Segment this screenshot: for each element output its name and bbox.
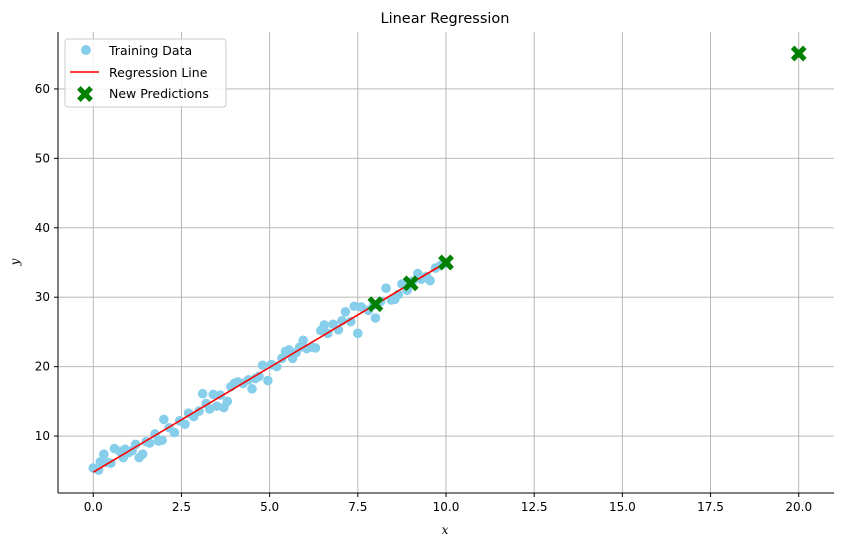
- new-prediction-point: [438, 254, 454, 271]
- training-data-point: [208, 389, 218, 400]
- y-tick-label: 40: [35, 221, 50, 235]
- training-data-point: [263, 375, 273, 386]
- legend-marker-training-data: [81, 45, 91, 55]
- training-data-point: [340, 306, 351, 317]
- chart-title: Linear Regression: [381, 11, 510, 27]
- y-ticks: 10 20 30 40 50 60: [35, 82, 58, 443]
- training-data-point: [310, 343, 321, 353]
- new-prediction-point: [402, 275, 419, 292]
- training-data-point: [353, 328, 363, 339]
- training-data-point: [137, 449, 148, 459]
- training-data-point: [345, 316, 356, 327]
- training-data-point: [157, 435, 167, 446]
- x-tick-label: 17.5: [697, 500, 724, 514]
- training-data-point: [130, 439, 141, 450]
- legend-x-shape: [77, 86, 93, 102]
- training-data-point: [222, 396, 233, 407]
- new-prediction-point: [790, 45, 807, 62]
- y-tick-label: 10: [35, 429, 50, 443]
- training-data-point: [159, 414, 169, 425]
- training-data-point: [381, 283, 391, 293]
- y-tick-label: 20: [35, 360, 50, 374]
- training-data-point: [180, 419, 190, 430]
- legend-box: [64, 38, 227, 108]
- legend-label-training-data: Training Data: [108, 43, 192, 58]
- y-tick-label: 60: [35, 82, 50, 96]
- grid: [58, 32, 834, 493]
- training-data-point: [247, 384, 257, 394]
- training-data-point: [257, 360, 268, 371]
- x-tick-label: 12.5: [521, 500, 548, 514]
- training-data-point: [99, 449, 109, 459]
- regression-line: [92, 261, 447, 473]
- x-tick-label: 2.5: [172, 500, 191, 514]
- legend-label-regression-line: Regression Line: [109, 65, 208, 80]
- x-axis-label: x: [442, 523, 449, 537]
- training-data-point: [197, 388, 208, 399]
- x-tick-label: 7.5: [348, 500, 367, 514]
- training-data-point: [95, 456, 106, 467]
- training-data-point: [425, 275, 435, 286]
- training-data-point: [349, 301, 360, 312]
- x-tick-label: 20.0: [785, 500, 812, 514]
- y-tick-label: 50: [35, 151, 50, 165]
- plot-area: [88, 45, 807, 475]
- new-prediction-point: [367, 296, 384, 312]
- x-tick-label: 5.0: [260, 500, 279, 514]
- training-data-point: [169, 427, 180, 438]
- training-data-point: [370, 313, 381, 323]
- training-data-point: [298, 335, 308, 346]
- legend-marker-new-predictions: [77, 86, 93, 102]
- y-axis-label: y: [8, 258, 22, 266]
- y-tick-label: 30: [35, 290, 50, 304]
- x-ticks: 0.0 2.5 5.0 7.5 10.0 12.5 15.0 17.5 20.0: [84, 493, 812, 514]
- x-tick-label: 0.0: [84, 500, 103, 514]
- x-tick-label: 15.0: [609, 500, 636, 514]
- training-data-point: [144, 438, 155, 448]
- x-tick-label: 10.0: [433, 500, 460, 514]
- legend: Training Data Regression Line New Predic…: [64, 38, 227, 108]
- training-data-point: [319, 320, 330, 330]
- training-data-point: [254, 371, 264, 382]
- legend-label-new-predictions: New Predictions: [109, 86, 209, 101]
